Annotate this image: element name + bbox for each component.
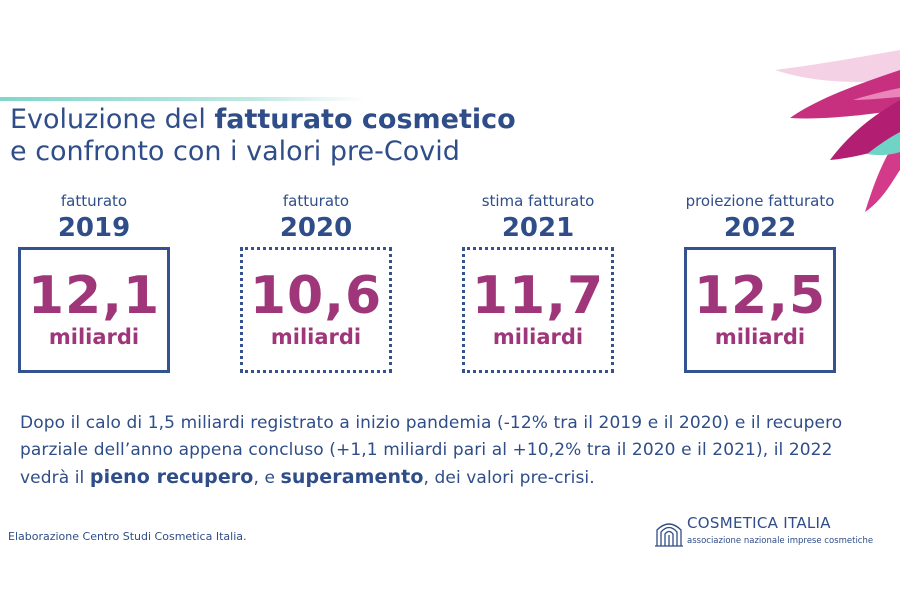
brush-stroke-decoration xyxy=(775,50,900,212)
logo-subtitle: associazione nazionale imprese cosmetich… xyxy=(687,536,874,546)
card-year: 2020 xyxy=(279,213,353,243)
para-text-1: Dopo il calo di 1,5 miliardi registrato … xyxy=(20,413,843,488)
para-bold-2: superamento xyxy=(280,466,424,488)
logo-name: COSMETICA ITALIA xyxy=(687,514,831,532)
card-label: proiezione fatturato xyxy=(685,192,835,210)
title-line2: e confronto con i valori pre-Covid xyxy=(10,136,460,167)
value-number: 12,1 xyxy=(27,266,161,326)
value-box-2020: 10,6 miliardi xyxy=(240,247,392,373)
source-footnote: Elaborazione Centro Studi Cosmetica Ital… xyxy=(8,530,247,543)
card-year: 2021 xyxy=(501,213,575,243)
value-box-2021: 11,7 miliardi xyxy=(462,247,614,373)
card-label: stima fatturato xyxy=(481,192,595,210)
value-number: 12,5 xyxy=(693,266,827,326)
card-label: fatturato xyxy=(60,192,128,210)
logo-emblem-icon xyxy=(655,523,683,547)
card-header-2019: fatturato 2019 xyxy=(0,190,214,244)
decorative-teal-line xyxy=(0,97,365,101)
value-unit: miliardi xyxy=(48,325,140,349)
page-title: Evoluzione del fatturato cosmetico e con… xyxy=(10,104,516,168)
card-year: 2019 xyxy=(57,213,131,243)
value-unit: miliardi xyxy=(714,325,806,349)
card-header-2022: proiezione fatturato 2022 xyxy=(640,190,880,244)
para-text-3: , dei valori pre-crisi. xyxy=(423,468,595,488)
card-label: fatturato xyxy=(282,192,350,210)
card-header-2021: stima fatturato 2021 xyxy=(418,190,658,244)
para-text-2: , e xyxy=(253,468,281,488)
value-box-2019: 12,1 miliardi xyxy=(18,247,170,373)
cosmetica-italia-logo: COSMETICA ITALIA associazione nazionale … xyxy=(654,514,874,554)
title-plain: Evoluzione del xyxy=(10,104,215,135)
value-number: 11,7 xyxy=(471,266,605,326)
value-box-2022: 12,5 miliardi xyxy=(684,247,836,373)
value-number: 10,6 xyxy=(249,266,383,326)
card-header-2020: fatturato 2020 xyxy=(196,190,436,244)
summary-paragraph: Dopo il calo di 1,5 miliardi registrato … xyxy=(20,410,880,492)
card-year: 2022 xyxy=(723,213,797,243)
title-bold: fatturato cosmetico xyxy=(214,104,516,135)
value-unit: miliardi xyxy=(492,325,584,349)
para-bold-1: pieno recupero xyxy=(89,466,254,488)
value-unit: miliardi xyxy=(270,325,362,349)
